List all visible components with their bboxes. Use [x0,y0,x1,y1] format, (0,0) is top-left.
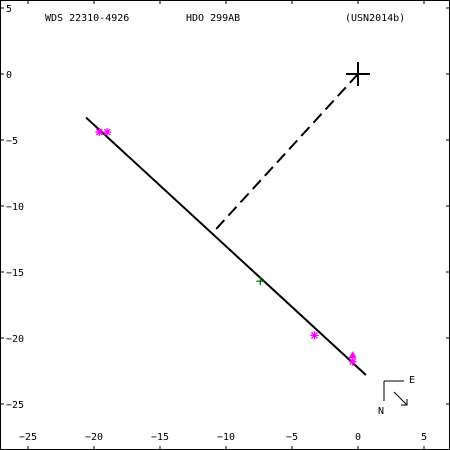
y-tick-label: 0 [6,70,12,81]
asterisk-stroke [103,128,111,136]
magenta-asterisk-point [95,128,104,137]
y-tick-label: −25 [6,400,24,411]
compass-rose: E N [378,375,415,417]
header-wds-id: WDS 22310-4926 [45,13,129,24]
x-axis-ticks: −25 −20 −15 −10 −5 0 5 [19,0,427,450]
green-plus-point [256,277,265,286]
x-tick-label: 0 [355,432,361,443]
y-tick-label: −20 [6,334,24,345]
x-tick-label: 5 [421,432,427,443]
y-tick-label: −5 [6,136,18,147]
header-source: (USN2014b) [345,13,405,24]
compass-arrow-head [401,399,408,406]
asterisk-stroke [349,358,357,366]
magenta-asterisk-point [310,331,319,340]
asterisk-stroke [95,128,103,136]
header-discoverer: HDO 299AB [186,13,240,24]
y-tick-label: 5 [6,4,12,15]
x-tick-label: −20 [85,432,103,443]
compass-east-label: E [409,375,415,386]
x-tick-label: −5 [286,432,298,443]
x-tick-label: −10 [217,432,235,443]
compass-north-label: N [378,406,384,417]
y-axis-ticks: 5 0 −5 −10 −15 −20 −25 [0,4,450,411]
compass-arrow-shaft [393,391,408,406]
orbit-fit-line [85,116,367,376]
x-tick-label: −25 [19,432,37,443]
magenta-asterisk-point [348,357,357,366]
primary-star-marker [346,62,370,86]
asterisk-stroke [310,331,318,339]
magenta-triangle-point [348,351,357,359]
chart-marks [85,62,370,376]
magenta-asterisk-point [103,128,112,137]
y-tick-label: −10 [6,202,24,213]
x-tick-label: −15 [151,432,169,443]
y-tick-label: −15 [6,268,24,279]
